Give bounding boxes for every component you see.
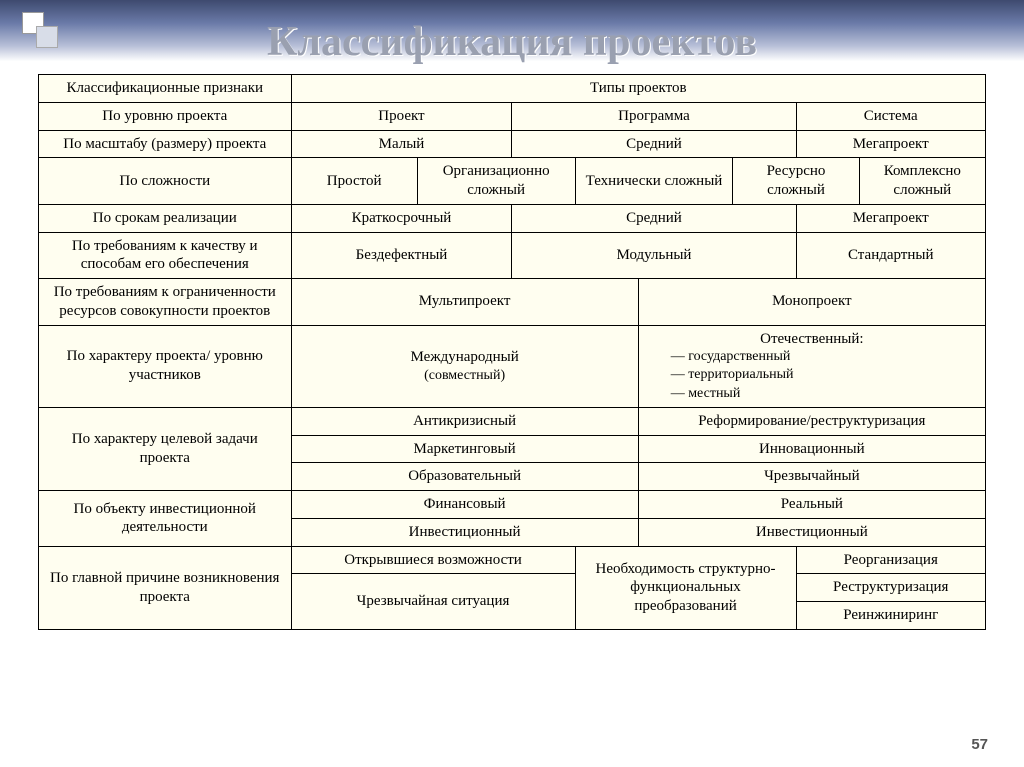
- row-character: По характеру проекта/ уровню участников …: [39, 325, 986, 407]
- r8-a2: Реформирование/реструктуризация: [638, 407, 985, 435]
- r3-c3: Технически сложный: [575, 158, 733, 205]
- r6-c2: Монопроект: [638, 279, 985, 326]
- page-title: Классификация проектов: [0, 0, 1024, 66]
- row-quality: По требованиям к качеству и способам его…: [39, 232, 986, 279]
- r9-a1: Финансовый: [291, 491, 638, 519]
- r6-label: По требованиям к ограниченности ресурсов…: [39, 279, 292, 326]
- r8-b2: Инновационный: [638, 435, 985, 463]
- r5-c3: Стандартный: [796, 232, 986, 279]
- r5-c2: Модульный: [512, 232, 796, 279]
- header-col1: Классификационные признаки: [39, 75, 292, 103]
- r9-label: По объекту инвестиционной деятельности: [39, 491, 292, 547]
- r2-label: По масштабу (размеру) проекта: [39, 130, 292, 158]
- r1-c2: Программа: [512, 102, 796, 130]
- classification-table-wrap: Классификационные признаки Типы проектов…: [0, 66, 1024, 630]
- r7-c1-main: Международный: [410, 349, 518, 365]
- row-resources: По требованиям к ограниченности ресурсов…: [39, 279, 986, 326]
- r10-r2: Реструктуризация: [796, 574, 986, 602]
- r10-b1: Чрезвычайная ситуация: [291, 574, 575, 630]
- r7-c2-title: Отечественный:: [647, 330, 977, 349]
- r1-label: По уровню проекта: [39, 102, 292, 130]
- r4-c1: Краткосрочный: [291, 204, 512, 232]
- r1-c3: Система: [796, 102, 986, 130]
- r5-c1: Бездефектный: [291, 232, 512, 279]
- r10-r3: Реинжиниринг: [796, 602, 986, 630]
- r10-a1: Открывшиеся возможности: [291, 546, 575, 574]
- r8-c1: Образовательный: [291, 463, 638, 491]
- r1-c1: Проект: [291, 102, 512, 130]
- r7-label: По характеру проекта/ уровню участников: [39, 325, 292, 407]
- r7-c2-l1: — государственный: [671, 348, 977, 366]
- row-duration: По срокам реализации Краткосрочный Средн…: [39, 204, 986, 232]
- r9-a2: Реальный: [638, 491, 985, 519]
- classification-table: Классификационные признаки Типы проектов…: [38, 74, 986, 630]
- r9-b1: Инвестиционный: [291, 518, 638, 546]
- r3-label: По сложности: [39, 158, 292, 205]
- page-number: 57: [971, 736, 988, 753]
- row-reason-a: По главной причине возникновения проекта…: [39, 546, 986, 574]
- row-scale: По масштабу (размеру) проекта Малый Сред…: [39, 130, 986, 158]
- header-row: Классификационные признаки Типы проектов: [39, 75, 986, 103]
- r7-c2-l2: — территориальный: [671, 366, 977, 384]
- r8-a1: Антикризисный: [291, 407, 638, 435]
- r4-c3: Мегапроект: [796, 204, 986, 232]
- r8-b1: Маркетинговый: [291, 435, 638, 463]
- r8-label: По характеру целевой задачи проекта: [39, 407, 292, 490]
- r7-c2: Отечественный: — государственный — терри…: [638, 325, 985, 407]
- r10-mid: Необходимость структурно-функциональных …: [575, 546, 796, 629]
- r8-c2: Чрезвычайный: [638, 463, 985, 491]
- r9-b2: Инвестиционный: [638, 518, 985, 546]
- r3-c4: Ресурсно сложный: [733, 158, 859, 205]
- r2-c2: Средний: [512, 130, 796, 158]
- r3-c5: Комплексно сложный: [859, 158, 985, 205]
- r6-c1: Мультипроект: [291, 279, 638, 326]
- r4-label: По срокам реализации: [39, 204, 292, 232]
- r2-c3: Мегапроект: [796, 130, 986, 158]
- row-level: По уровню проекта Проект Программа Систе…: [39, 102, 986, 130]
- row-task-a: По характеру целевой задачи проекта Анти…: [39, 407, 986, 435]
- r2-c1: Малый: [291, 130, 512, 158]
- r7-c2-l3: — местный: [671, 385, 977, 403]
- r10-r1: Реорганизация: [796, 546, 986, 574]
- r4-c2: Средний: [512, 204, 796, 232]
- r5-label: По требованиям к качеству и способам его…: [39, 232, 292, 279]
- corner-decoration: [22, 12, 62, 52]
- r3-c2: Организационно сложный: [417, 158, 575, 205]
- r7-c1: Международный (совместный): [291, 325, 638, 407]
- r7-c1-sub: (совместный): [300, 367, 630, 385]
- header-col2: Типы проектов: [291, 75, 986, 103]
- r10-label: По главной причине возникновения проекта: [39, 546, 292, 629]
- row-complexity: По сложности Простой Организационно слож…: [39, 158, 986, 205]
- row-invest-a: По объекту инвестиционной деятельности Ф…: [39, 491, 986, 519]
- r3-c1: Простой: [291, 158, 417, 205]
